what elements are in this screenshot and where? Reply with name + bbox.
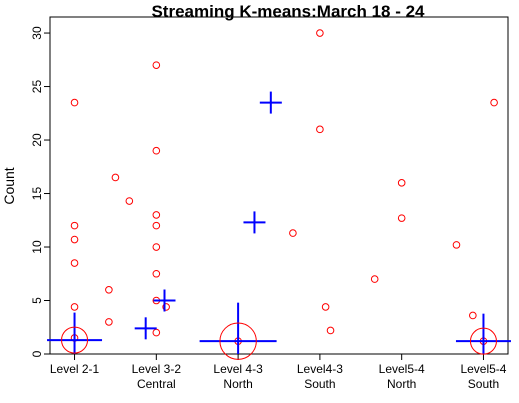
- data-point-8: [111, 173, 120, 182]
- data-point-24: [326, 326, 335, 335]
- x-tick-label: South: [468, 377, 499, 391]
- data-point-14: [152, 243, 161, 251]
- y-tick-label: 30: [30, 26, 44, 40]
- data-point-0: [70, 98, 79, 107]
- data-point-1: [70, 221, 79, 230]
- data-point-27: [397, 214, 406, 222]
- x-tick-label: Level 2-1: [50, 362, 100, 376]
- data-point-21: [316, 29, 324, 37]
- data-point-23: [321, 303, 330, 311]
- data-point-7: [105, 318, 113, 326]
- data-point-2: [70, 235, 79, 244]
- x-tick-label: South: [304, 377, 335, 391]
- data-point-11: [152, 146, 161, 155]
- x-tick-label: Level4-3: [297, 362, 343, 376]
- plot-frame: [49, 16, 509, 355]
- data-point-18: [162, 303, 170, 311]
- y-tick-label: 10: [30, 240, 44, 254]
- data-point-29: [469, 311, 477, 320]
- data-point-13: [152, 221, 161, 230]
- x-tick-label: Level 3-2: [132, 362, 182, 376]
- chart-title: Streaming K-means:March 18 - 24: [151, 2, 425, 21]
- y-tick-label: 25: [30, 80, 44, 94]
- x-tick-label: Level5-4: [379, 362, 425, 376]
- x-tick-label: North: [387, 377, 416, 391]
- data-point-31: [490, 98, 498, 107]
- data-point-25: [370, 275, 379, 283]
- x-tick-label: Level 4-3: [213, 362, 263, 376]
- data-point-28: [452, 241, 461, 249]
- y-tick-label: 0: [30, 350, 44, 357]
- center-0-circle: [61, 326, 89, 354]
- y-axis-label: Count: [1, 167, 17, 204]
- data-point-12: [152, 211, 161, 219]
- y-tick-label: 5: [30, 297, 44, 304]
- data-point-10: [152, 61, 161, 69]
- data-points: [70, 29, 498, 345]
- data-point-22: [316, 125, 324, 134]
- center-6-circle: [469, 327, 497, 355]
- data-point-3: [70, 259, 79, 267]
- y-tick-label: 20: [30, 133, 44, 147]
- data-point-20: [289, 229, 297, 237]
- y-tick-label: 15: [30, 187, 44, 201]
- data-point-15: [152, 269, 161, 278]
- cluster-centers: [47, 91, 511, 360]
- y-axis: 0 5 10 15 20 25 30: [30, 26, 50, 357]
- data-point-9: [125, 197, 134, 205]
- x-tick-label: Level5-4: [460, 362, 506, 376]
- x-tick-label: North: [223, 377, 252, 391]
- data-point-6: [105, 286, 113, 294]
- data-point-26: [397, 179, 406, 187]
- x-tick-label: Central: [137, 377, 176, 391]
- center-3-circle: [219, 322, 257, 360]
- data-point-4: [70, 303, 79, 311]
